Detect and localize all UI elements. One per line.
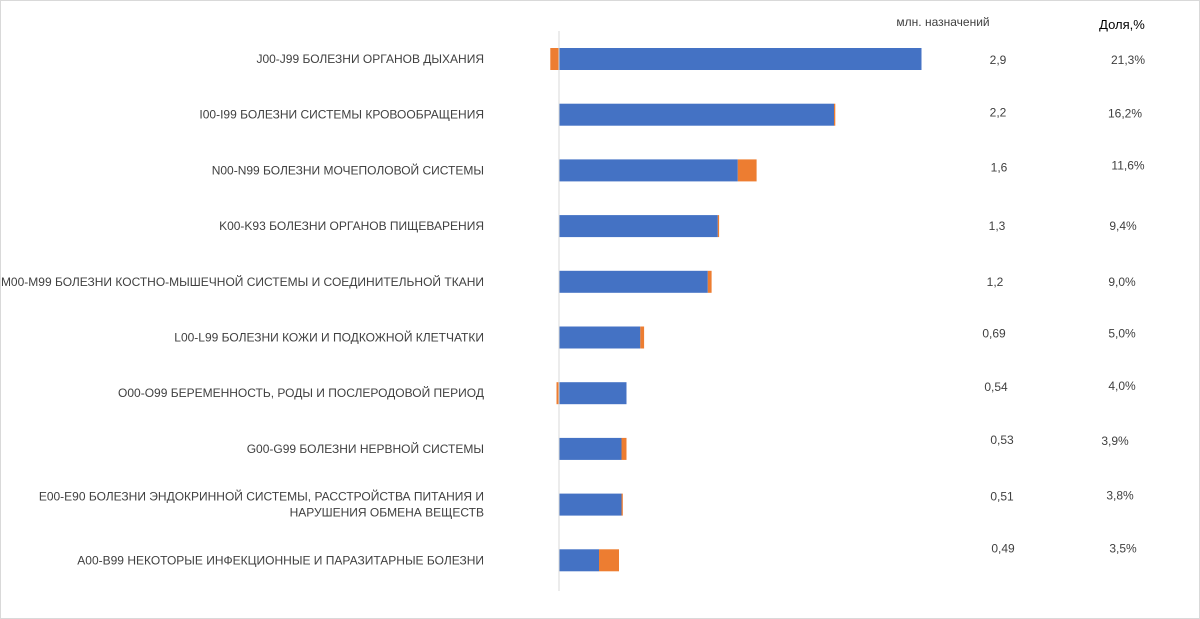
share-label-row-2: 16,2% (1108, 107, 1142, 121)
category-label-7: O00-O99 БЕРЕМЕННОСТЬ, РОДЫ И ПОСЛЕРОДОВО… (118, 385, 484, 400)
share-column-header: Доля,% (1099, 17, 1145, 32)
share-label-row-9: 3,8% (1106, 489, 1134, 503)
column-headers: млн. назначений Доля,% (896, 15, 1145, 32)
bar-series-2-row-10 (599, 549, 619, 572)
share-labels: 21,3% 16,2% 11,6% 9,4% 9,0% 5,0% 4,0% 3,9% 3,8% 3… (1101, 53, 1145, 555)
bar-series-2-row-3 (737, 159, 757, 182)
category-label-10: A00-B99 НЕКОТОРЫЕ ИНФЕКЦИОННЫЕ И ПАРАЗИТ… (77, 553, 484, 567)
bar-series-1-row-1 (559, 48, 922, 70)
bar-series-1-row-9 (559, 493, 622, 516)
category-labels: J00-J99 БОЛЕЗНИ ОРГАНОВ ДЫХАНИЯ I00-I99 Б… (1, 52, 484, 567)
category-label-2: I00-I99 БОЛЕЗНИ СИСТЕМЫ КРОВООБРАЩЕНИЯ (199, 108, 484, 122)
value-label-row-7: 0,54 (984, 380, 1008, 394)
category-label-9-line-1: E00-E90 БОЛЕЗНИ ЭНДОКРИННОЙ СИСТЕМЫ, РАС… (39, 489, 484, 504)
category-label-5: M00-M99 БОЛЕЗНИ КОСТНО-МЫШЕЧНОЙ СИСТЕМЫ … (1, 274, 484, 289)
bar-series-1-row-2 (559, 103, 834, 126)
category-label-3: N00-N99 БОЛЕЗНИ МОЧЕПОЛОВОЙ СИСТЕМЫ (212, 162, 484, 177)
share-label-row-7: 4,0% (1108, 379, 1136, 393)
bar-series-2-row-1 (550, 48, 560, 70)
value-label-row-2: 2,2 (990, 106, 1007, 120)
share-label-row-1: 21,3% (1111, 53, 1145, 67)
bar-series-1-row-10 (559, 549, 599, 572)
value-label-row-8: 0,53 (990, 433, 1014, 447)
category-label-4: K00-K93 БОЛЕЗНИ ОРГАНОВ ПИЩЕВАРЕНИЯ (219, 219, 484, 233)
share-label-row-5: 9,0% (1108, 275, 1136, 289)
bar-series-1-row-5 (559, 270, 708, 293)
bar-series-2-row-7 (556, 382, 559, 405)
bar-series-1-row-8 (559, 437, 622, 460)
category-label-9-line-2: НАРУШЕНИЯ ОБМЕНА ВЕЩЕСТВ (290, 506, 484, 520)
bars (550, 48, 922, 572)
bar-series-2-row-2 (834, 103, 836, 126)
bar-series-1-row-3 (559, 159, 738, 182)
category-label-8: G00-G99 БОЛЕЗНИ НЕРВНОЙ СИСТЕМЫ (247, 441, 484, 456)
value-label-row-6: 0,69 (982, 327, 1006, 341)
category-label-1: J00-J99 БОЛЕЗНИ ОРГАНОВ ДЫХАНИЯ (256, 52, 484, 66)
share-label-row-10: 3,5% (1109, 541, 1137, 555)
share-label-row-4: 9,4% (1109, 219, 1137, 233)
value-label-row-9: 0,51 (990, 490, 1014, 504)
value-label-row-10: 0,49 (991, 541, 1015, 555)
share-label-row-8: 3,9% (1101, 434, 1129, 448)
value-label-row-1: 2,9 (990, 53, 1007, 67)
bar-series-1-row-7 (559, 382, 627, 405)
category-label-6: L00-L99 БОЛЕЗНИ КОЖИ И ПОДКОЖНОЙ КЛЕТЧАТ… (174, 330, 484, 345)
value-label-row-4: 1,3 (989, 219, 1006, 233)
value-label-row-5: 1,2 (987, 275, 1004, 289)
bar-series-2-row-8 (621, 437, 627, 460)
value-labels: 2,9 2,2 1,6 1,3 1,2 0,69 0,54 0,53 0,51 0,49 (982, 53, 1015, 555)
bar-series-1-row-4 (559, 215, 718, 238)
bar-series-2-row-5 (707, 270, 712, 293)
value-label-row-3: 1,6 (991, 160, 1008, 174)
share-label-row-3: 11,6% (1111, 158, 1144, 172)
bar-series-2-row-9 (621, 493, 623, 516)
millions-column-header: млн. назначений (896, 15, 989, 29)
bar-series-2-row-4 (717, 215, 720, 238)
bar-series-1-row-6 (559, 326, 641, 349)
bar-series-2-row-6 (640, 326, 645, 349)
share-label-row-6: 5,0% (1108, 327, 1136, 341)
